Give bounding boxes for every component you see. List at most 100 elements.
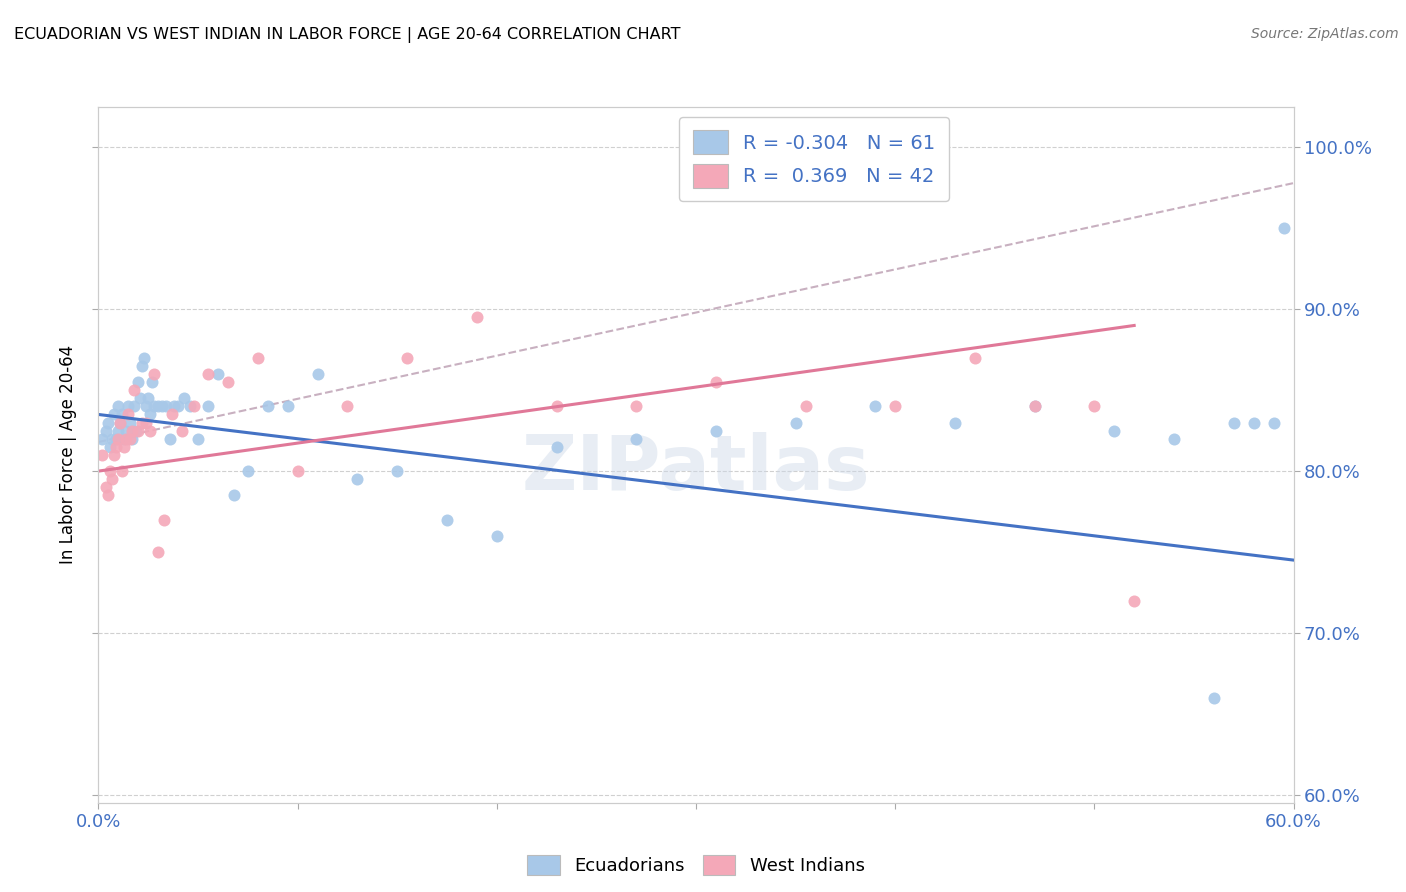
Point <box>103 448 125 462</box>
Point <box>97 416 120 430</box>
Point <box>101 432 124 446</box>
Point <box>155 400 177 414</box>
Point <box>143 400 166 414</box>
Point <box>112 440 135 454</box>
Point <box>1102 424 1125 438</box>
Point <box>626 432 648 446</box>
Point <box>197 367 219 381</box>
Point <box>485 529 508 543</box>
Point <box>111 408 134 422</box>
Point <box>1123 593 1146 607</box>
Point <box>107 424 129 438</box>
Point <box>546 400 568 414</box>
Point <box>546 440 568 454</box>
Point <box>153 513 176 527</box>
Point <box>794 400 817 414</box>
Point <box>127 424 149 438</box>
Point <box>121 424 143 438</box>
Point <box>1163 432 1185 446</box>
Text: Source: ZipAtlas.com: Source: ZipAtlas.com <box>1251 27 1399 41</box>
Point <box>385 464 409 478</box>
Point <box>110 416 132 430</box>
Point <box>96 480 118 494</box>
Point <box>336 400 359 414</box>
Point <box>222 488 245 502</box>
Point <box>141 375 163 389</box>
Point <box>129 392 152 406</box>
Point <box>217 375 239 389</box>
Point <box>1083 400 1105 414</box>
Point <box>101 472 124 486</box>
Point <box>436 513 458 527</box>
Point <box>183 400 205 414</box>
Point <box>1202 690 1225 705</box>
Point <box>1263 416 1285 430</box>
Point <box>246 351 269 365</box>
Point <box>346 472 368 486</box>
Point <box>256 400 278 414</box>
Point <box>117 408 139 422</box>
Point <box>287 464 309 478</box>
Point <box>143 367 166 381</box>
Point <box>105 432 128 446</box>
Y-axis label: In Labor Force | Age 20-64: In Labor Force | Age 20-64 <box>59 345 77 565</box>
Point <box>704 375 727 389</box>
Point <box>96 424 118 438</box>
Point <box>465 310 488 325</box>
Point <box>135 400 157 414</box>
Point <box>160 408 183 422</box>
Point <box>863 400 887 414</box>
Point <box>197 400 219 414</box>
Point <box>1222 416 1246 430</box>
Point <box>150 400 173 414</box>
Point <box>148 400 170 414</box>
Point <box>1243 416 1265 430</box>
Point <box>107 400 129 414</box>
Point <box>120 432 142 446</box>
Point <box>125 424 148 438</box>
Point <box>236 464 259 478</box>
Point <box>943 416 966 430</box>
Point <box>207 367 229 381</box>
Point <box>115 424 138 438</box>
Point <box>173 392 195 406</box>
Point <box>396 351 419 365</box>
Point <box>127 375 149 389</box>
Point <box>159 432 181 446</box>
Point <box>115 432 138 446</box>
Point <box>626 400 648 414</box>
Text: ECUADORIAN VS WEST INDIAN IN LABOR FORCE | AGE 20-64 CORRELATION CHART: ECUADORIAN VS WEST INDIAN IN LABOR FORCE… <box>14 27 681 43</box>
Point <box>124 383 146 397</box>
Point <box>112 432 135 446</box>
Point <box>100 440 122 454</box>
Point <box>136 392 159 406</box>
Point <box>307 367 329 381</box>
Point <box>163 400 186 414</box>
Point <box>135 416 157 430</box>
Point <box>139 408 162 422</box>
Point <box>97 488 120 502</box>
Point <box>179 400 201 414</box>
Point <box>277 400 299 414</box>
Text: ZIPatlas: ZIPatlas <box>522 432 870 506</box>
Point <box>172 424 194 438</box>
Point <box>110 416 132 430</box>
Point <box>1024 400 1046 414</box>
Point <box>704 424 727 438</box>
Point <box>139 424 162 438</box>
Point <box>1272 221 1295 235</box>
Point <box>100 464 122 478</box>
Point <box>121 432 143 446</box>
Point <box>111 464 134 478</box>
Point <box>148 545 170 559</box>
Point <box>124 400 146 414</box>
Point <box>120 416 142 430</box>
Point <box>117 400 139 414</box>
Point <box>785 416 807 430</box>
Point <box>91 432 114 446</box>
Point <box>105 440 128 454</box>
Point <box>131 359 153 373</box>
Point <box>103 408 125 422</box>
Point <box>167 400 190 414</box>
Point <box>91 448 114 462</box>
